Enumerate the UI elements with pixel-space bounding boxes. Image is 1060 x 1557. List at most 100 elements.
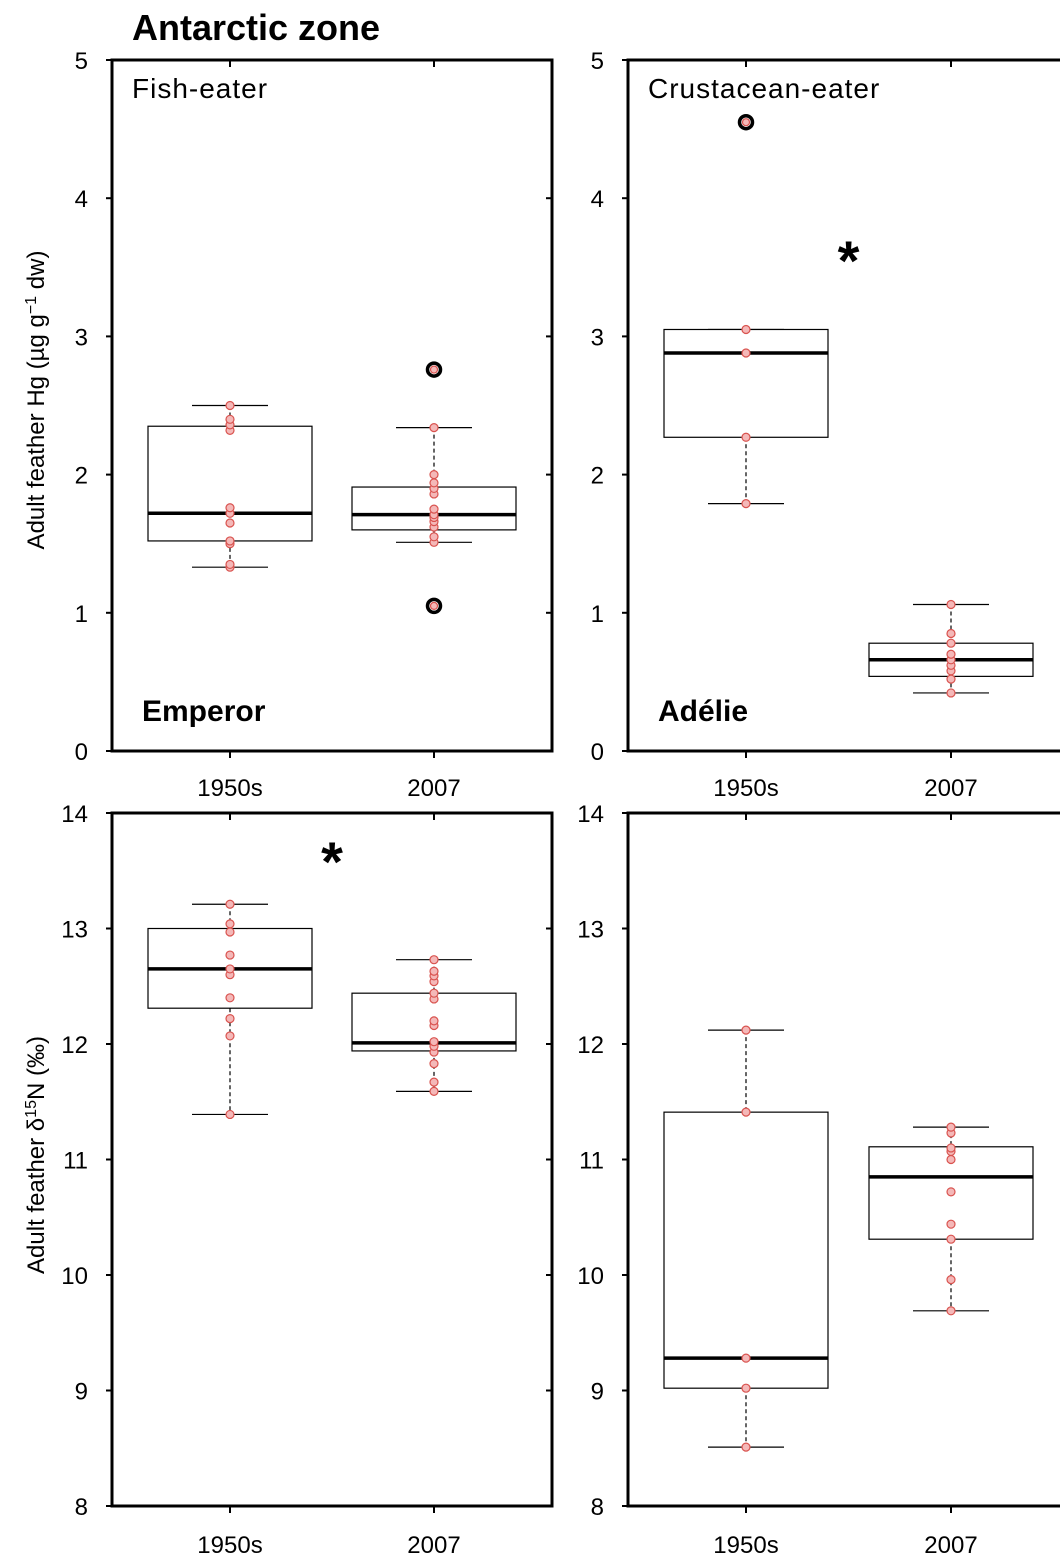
- data-point: [225, 919, 235, 929]
- data-point: [946, 688, 956, 698]
- species-label: Adélie: [658, 695, 748, 728]
- box-2007: [868, 599, 1034, 698]
- y-tick-label: 2: [591, 463, 604, 490]
- data-point: [741, 432, 751, 442]
- y-tick-label: 8: [591, 1494, 604, 1521]
- y-tick-label: 0: [75, 739, 88, 766]
- data-point: [946, 1275, 956, 1285]
- data-point: [741, 1025, 751, 1035]
- box-1950s: [147, 899, 313, 1120]
- data-point: [429, 1077, 439, 1087]
- data-point: [429, 988, 439, 998]
- y-tick-label: 1: [591, 601, 604, 628]
- y-tick-label: 2: [75, 463, 88, 490]
- data-point: [225, 1013, 235, 1024]
- data-point: [946, 1143, 956, 1153]
- data-point: [741, 1442, 751, 1452]
- data-point: [429, 470, 439, 480]
- outlier-marker: [737, 113, 755, 131]
- x-category-label: 2007: [407, 1532, 460, 1557]
- data-point: [225, 503, 235, 513]
- data-point: [225, 414, 235, 424]
- data-point: [946, 628, 956, 639]
- panel-n15-0: 8 9 10 11 12 13 14 1950s 2007 *: [61, 801, 554, 1557]
- data-point: [225, 518, 235, 528]
- data-point: [429, 955, 439, 965]
- data-point: [946, 649, 956, 659]
- y-axis-label-hg: Adult feather Hg (µg g−1 dw): [23, 251, 51, 550]
- data-point: [946, 1122, 956, 1132]
- data-point: [225, 1031, 235, 1041]
- data-point: [225, 950, 235, 960]
- x-category-label: 2007: [924, 775, 977, 802]
- data-point: [225, 964, 235, 974]
- box-1950s: [663, 1025, 829, 1452]
- data-point: [741, 1107, 751, 1117]
- data-point: [946, 1306, 956, 1316]
- outlier-point: [429, 601, 439, 610]
- panel-hg-1: 0 1 2 3 4 5 1950s 2007 Crustacean-eater Adélie *: [591, 48, 1060, 802]
- data-point: [946, 1154, 956, 1165]
- panel-n15-1: 8 9 10 11 12 13 14 1950s 2007: [577, 801, 1060, 1557]
- y-axis-labels: Adult feather Hg (µg g−1 dw) Adult feathe…: [23, 251, 51, 1274]
- y-tick-label: 5: [591, 48, 604, 75]
- data-point: [225, 536, 235, 546]
- y-tick-label: 3: [591, 324, 604, 351]
- data-point: [225, 899, 235, 909]
- y-tick-label: 0: [591, 739, 604, 766]
- outlier-point: [429, 365, 439, 374]
- data-point: [225, 559, 235, 570]
- data-point: [429, 504, 439, 514]
- box-2007: [351, 955, 517, 1096]
- box-1950s: [147, 400, 313, 572]
- data-point: [946, 1187, 956, 1197]
- y-tick-label: 4: [591, 186, 604, 213]
- box-2007: [351, 361, 517, 615]
- data-point: [741, 324, 751, 335]
- data-point: [429, 966, 439, 976]
- data-point: [429, 1037, 439, 1047]
- iqr-box: [663, 328, 829, 438]
- y-tick-label: 9: [75, 1379, 88, 1406]
- y-tick-label: 12: [61, 1032, 88, 1059]
- data-point: [946, 638, 956, 648]
- outlier-marker: [425, 361, 443, 378]
- data-point: [946, 674, 956, 684]
- y-tick-label: 11: [63, 1148, 88, 1175]
- y-tick-label: 1: [75, 601, 88, 628]
- outlier-point: [741, 118, 751, 127]
- data-point: [946, 1219, 956, 1229]
- data-point: [225, 1109, 235, 1120]
- y-tick-label: 10: [577, 1263, 604, 1290]
- panel-hg-0: 0 1 2 3 4 5 1950s 2007 Fish-eater Emperor: [75, 48, 554, 802]
- data-point: [741, 499, 751, 509]
- y-tick-label: 13: [61, 917, 88, 944]
- data-point: [429, 1059, 439, 1069]
- x-category-label: 1950s: [713, 775, 778, 802]
- box-2007: [868, 1122, 1034, 1316]
- y-tick-label: 4: [75, 186, 88, 213]
- data-point: [741, 348, 751, 358]
- data-point: [946, 599, 956, 610]
- feeding-group-label: Crustacean-eater: [648, 73, 880, 104]
- panel-frame: [110, 58, 554, 753]
- data-point: [225, 400, 235, 411]
- data-point: [429, 1086, 439, 1096]
- y-tick-label: 10: [61, 1263, 88, 1290]
- figure-title: Antarctic zone: [132, 7, 380, 48]
- y-tick-label: 3: [75, 324, 88, 351]
- panel-frame: [626, 58, 1060, 753]
- x-category-label: 2007: [924, 1532, 977, 1557]
- x-category-label: 1950s: [197, 775, 262, 802]
- x-category-label: 2007: [407, 775, 460, 802]
- data-point: [741, 1353, 751, 1363]
- y-tick-label: 13: [577, 917, 604, 944]
- data-point: [429, 1016, 439, 1026]
- outlier-marker: [425, 597, 443, 615]
- data-point: [429, 478, 439, 488]
- data-point: [429, 532, 439, 542]
- y-tick-label: 8: [75, 1494, 88, 1521]
- data-point: [225, 927, 235, 937]
